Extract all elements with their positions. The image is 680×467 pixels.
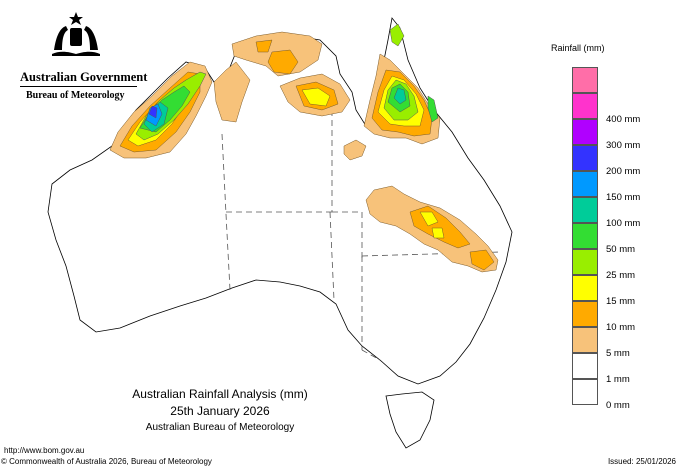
legend-swatch (572, 145, 598, 171)
legend-title: Rainfall (mm) (551, 43, 605, 53)
legend-swatch (572, 171, 598, 197)
map-source: Australian Bureau of Meteorology (145, 422, 295, 433)
map-date: 25th January 2026 (170, 404, 270, 418)
legend-label: 0 mm (606, 400, 630, 411)
legend-label: 25 mm (606, 270, 636, 281)
coat-of-arms-icon (52, 12, 100, 56)
legend-label: 50 mm (606, 244, 636, 255)
government-name: Australian Government (20, 70, 148, 84)
legend-label: 100 mm (606, 218, 641, 229)
copyright-notice: © Commonwealth of Australia 2026, Bureau… (1, 457, 212, 466)
legend-swatch (572, 353, 598, 379)
legend-label: 10 mm (606, 322, 636, 333)
legend-label: 400 mm (606, 114, 641, 125)
legend-label: 15 mm (606, 296, 636, 307)
legend-swatch (572, 275, 598, 301)
legend-label: 200 mm (606, 166, 641, 177)
legend-swatch (572, 93, 598, 119)
legend-swatch (572, 119, 598, 145)
legend-swatch (572, 327, 598, 353)
logo-divider (20, 86, 137, 87)
legend-label: 300 mm (606, 140, 641, 151)
website-link[interactable]: http://www.bom.gov.au (4, 446, 85, 455)
legend-swatch (572, 67, 598, 93)
rainfall-150mm-areas (148, 105, 158, 119)
legend-swatch (572, 197, 598, 223)
legend-label: 1 mm (606, 374, 630, 385)
map-title: Australian Rainfall Analysis (mm) (132, 387, 308, 401)
tasmania-outline (385, 391, 435, 449)
legend-swatch (572, 249, 598, 275)
legend-swatch (572, 379, 598, 405)
legend-swatch (572, 223, 598, 249)
legend-label: 150 mm (606, 192, 641, 203)
legend-swatch (572, 301, 598, 327)
legend-label: 5 mm (606, 348, 630, 359)
bureau-name: Bureau of Meteorology (26, 90, 125, 101)
issued-date: Issued: 25/01/2026 (607, 457, 676, 466)
